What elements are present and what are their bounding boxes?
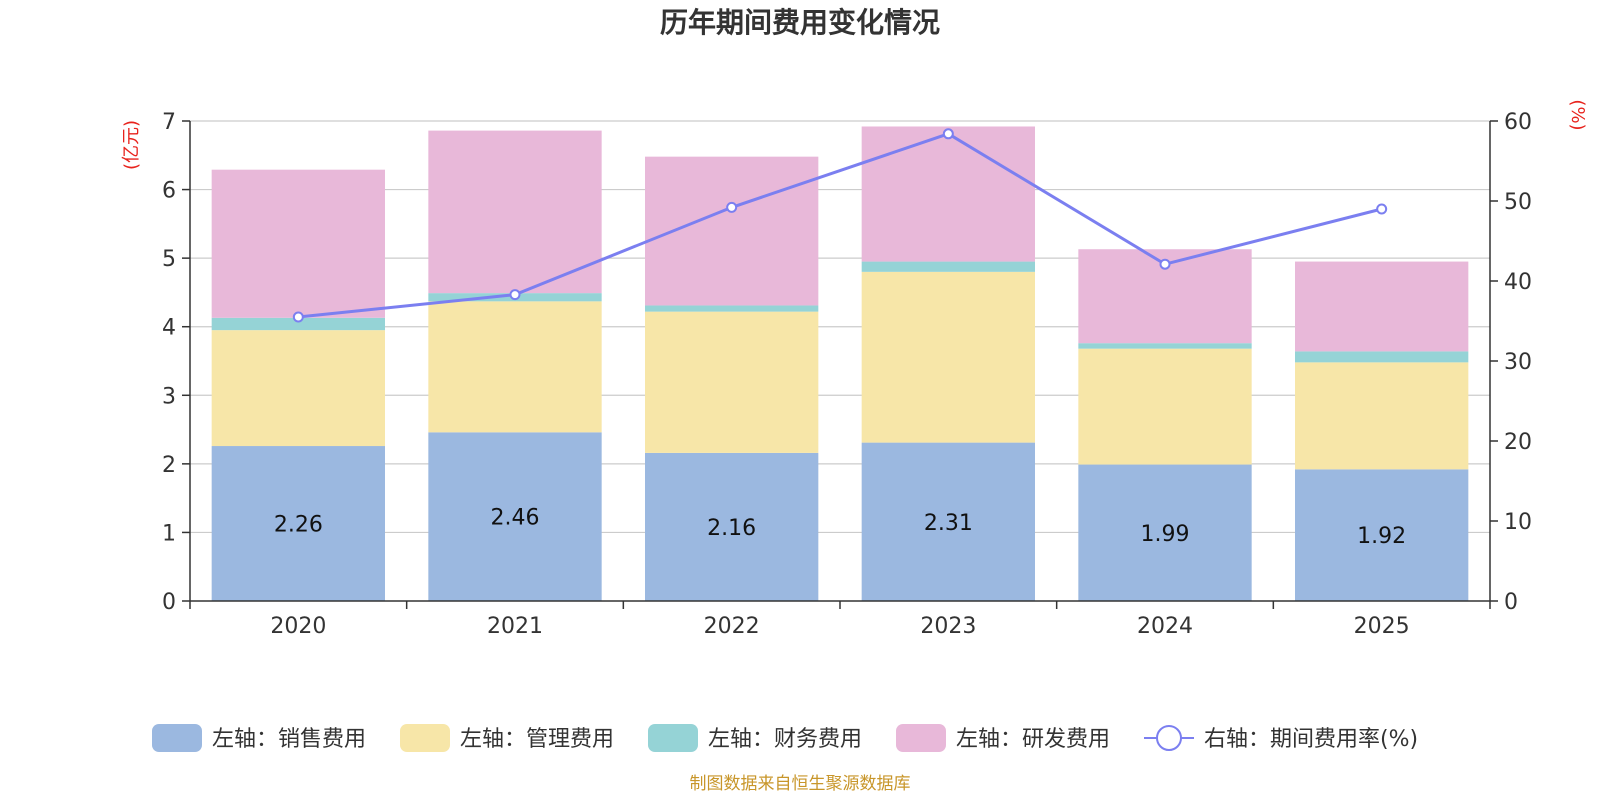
left-tick-label: 7: [162, 110, 176, 135]
gridlines: [190, 120, 1490, 534]
x-axis: 2020 2021 2022 2023 2024 2025: [189, 600, 1491, 639]
chart-title: 历年期间费用变化情况: [660, 6, 940, 39]
rate-point: [292, 311, 304, 323]
bar-segment: [861, 126, 1035, 262]
rate-line: [298, 132, 1383, 319]
legend-label: 右轴：期间费用率(%): [1204, 727, 1418, 752]
rate-point: [1159, 258, 1171, 270]
legend-label: 左轴：研发费用: [956, 727, 1110, 752]
left-axis-unit: (亿元): [121, 120, 142, 170]
bar-value-label: 2.26: [274, 513, 323, 538]
bar-series: [211, 126, 1469, 601]
left-tick-label: 5: [162, 247, 176, 272]
right-axis-unit: (%): [1567, 99, 1588, 130]
bar-segment: [211, 446, 385, 601]
bar-segment: [1078, 343, 1252, 349]
left-tick-label: 0: [162, 590, 176, 615]
rate-point: [942, 128, 954, 140]
bar-value-label: 2.16: [707, 516, 756, 541]
bar-value-label: 2.46: [491, 506, 540, 531]
bar-segment: [645, 305, 819, 312]
left-tick-label: 4: [162, 316, 176, 341]
left-tick-label: 6: [162, 179, 176, 204]
bar-segment: [1295, 261, 1469, 352]
right-tick-label: 0: [1504, 590, 1518, 615]
bar-labels: 2.26 2.46 2.16 2.31 1.99 1.92: [274, 506, 1406, 550]
bar-segment: [1295, 469, 1469, 601]
right-tick-label: 50: [1504, 190, 1532, 215]
legend-swatch: [152, 724, 202, 752]
left-tick-label: 3: [162, 384, 176, 409]
right-tick-label: 20: [1504, 430, 1532, 455]
bar-segment: [861, 271, 1035, 443]
bar-segment: [211, 169, 385, 318]
bar-segment: [1295, 362, 1469, 470]
left-tick-label: 2: [162, 453, 176, 478]
right-tick-label: 40: [1504, 270, 1532, 295]
rate-point: [1376, 203, 1388, 215]
rate-line-series: [292, 128, 1388, 323]
bar-segment: [645, 452, 819, 601]
source-note: 制图数据来自恒生聚源数据库: [690, 774, 911, 794]
bar-value-label: 1.92: [1357, 524, 1406, 549]
legend-swatch: [400, 724, 450, 752]
bar-segment: [861, 442, 1035, 601]
bar-segment: [428, 130, 602, 294]
bar-value-label: 2.31: [924, 511, 973, 536]
right-axis-ticks: 0 10 20 30 40 50 60: [1489, 110, 1532, 615]
legend-marker-icon: [1156, 725, 1182, 751]
rate-point: [509, 289, 521, 301]
bar-segment: [861, 261, 1035, 272]
right-tick-label: 10: [1504, 510, 1532, 535]
bar-segment: [1295, 351, 1469, 363]
bar-segment: [211, 317, 385, 331]
right-tick-label: 30: [1504, 350, 1532, 375]
left-axis-ticks: 0 1 2 3 4 5 6 7: [162, 110, 191, 615]
x-tick-label: 2021: [487, 614, 543, 639]
legend-label: 左轴：销售费用: [212, 727, 366, 752]
x-tick-label: 2023: [920, 614, 976, 639]
legend-label: 左轴：管理费用: [460, 727, 614, 752]
left-tick-label: 1: [162, 521, 176, 546]
x-tick-label: 2024: [1137, 614, 1193, 639]
x-tick-label: 2025: [1354, 614, 1410, 639]
bar-segment: [1078, 464, 1252, 601]
legend-swatch: [648, 724, 698, 752]
legend-label: 左轴：财务费用: [708, 727, 862, 752]
right-tick-label: 60: [1504, 110, 1532, 135]
bar-segment: [428, 432, 602, 601]
bar-segment: [211, 330, 385, 447]
bar-segment: [428, 301, 602, 433]
bar-segment: [1078, 348, 1252, 465]
legend: 左轴：销售费用 左轴：管理费用 左轴：财务费用 左轴：研发费用 右轴：期间费用率(%): [152, 724, 1418, 752]
x-tick-label: 2020: [270, 614, 326, 639]
bar-value-label: 1.99: [1141, 522, 1190, 547]
bar-segment: [645, 311, 819, 453]
rate-point: [726, 201, 738, 213]
x-tick-label: 2022: [704, 614, 760, 639]
legend-swatch: [896, 724, 946, 752]
